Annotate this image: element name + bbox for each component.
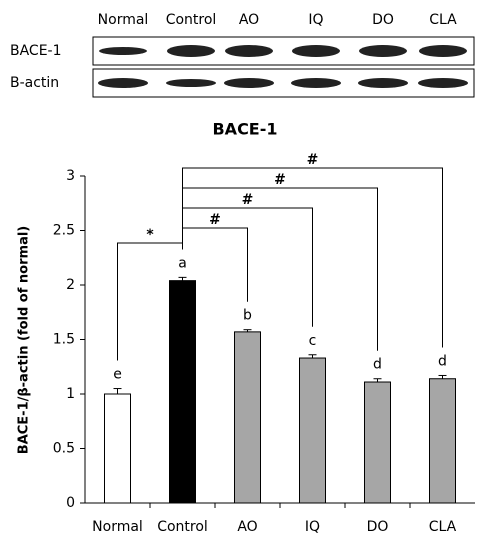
letter-annotation: b — [243, 308, 252, 324]
blot-band — [166, 79, 216, 87]
blot-band — [292, 45, 340, 57]
significance-label: # — [242, 192, 254, 208]
lane-label: Normal — [98, 12, 149, 28]
bar — [299, 357, 326, 504]
x-tick-label: IQ — [305, 519, 320, 535]
blot-frame — [92, 68, 475, 98]
letter-annotation: c — [309, 333, 317, 349]
blot-band — [419, 45, 467, 57]
lane-label: CLA — [429, 12, 457, 28]
blot-band — [224, 78, 274, 88]
lane-label: IQ — [308, 12, 323, 28]
blot-row-label: B-actin — [10, 75, 59, 91]
significance-bracket — [182, 167, 443, 348]
blot-band — [359, 45, 407, 57]
y-tick-label: 2.5 — [53, 223, 75, 239]
blot-band — [98, 78, 148, 88]
blot-band — [99, 47, 147, 55]
bar — [169, 280, 196, 504]
blot-band — [358, 78, 408, 88]
blot-frame — [92, 36, 475, 66]
letter-annotation: e — [113, 367, 122, 383]
x-tick-label: Control — [157, 519, 208, 535]
y-tick-label: 2 — [66, 277, 75, 293]
lane-label: DO — [372, 12, 394, 28]
x-tick-label: CLA — [429, 519, 457, 535]
y-tick-label: 0.5 — [53, 441, 75, 457]
y-tick-label: 0 — [66, 495, 75, 511]
blot-band — [167, 45, 215, 57]
blot-row-label: BACE-1 — [10, 43, 62, 59]
bar — [429, 378, 456, 504]
lane-label: Control — [166, 12, 217, 28]
bar — [234, 331, 261, 504]
chart-title: BACE-1 — [212, 120, 277, 139]
y-tick-label: 1 — [66, 386, 75, 402]
y-tick-label: 1.5 — [53, 332, 75, 348]
blot-band — [291, 78, 341, 88]
x-tick-label: Normal — [92, 519, 143, 535]
x-tick-label: AO — [237, 519, 257, 535]
letter-annotation: a — [178, 255, 187, 271]
bar — [104, 393, 131, 504]
y-axis-label: BACE-1/β-actin (fold of normal) — [17, 226, 32, 454]
letter-annotation: d — [438, 353, 447, 369]
significance-label: # — [209, 212, 221, 228]
lane-label: AO — [239, 12, 259, 28]
significance-label: * — [146, 227, 154, 243]
blot-band — [418, 78, 468, 88]
letter-annotation: d — [373, 357, 382, 373]
x-tick-label: DO — [367, 519, 389, 535]
bar — [364, 381, 391, 504]
significance-label: # — [274, 172, 286, 188]
blot-band — [225, 45, 273, 57]
y-tick-label: 3 — [66, 168, 75, 184]
significance-label: # — [307, 152, 319, 168]
